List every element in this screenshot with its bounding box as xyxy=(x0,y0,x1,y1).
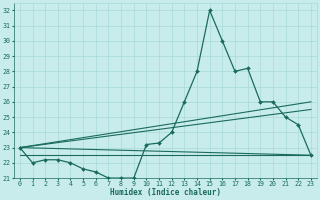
X-axis label: Humidex (Indice chaleur): Humidex (Indice chaleur) xyxy=(110,188,221,197)
